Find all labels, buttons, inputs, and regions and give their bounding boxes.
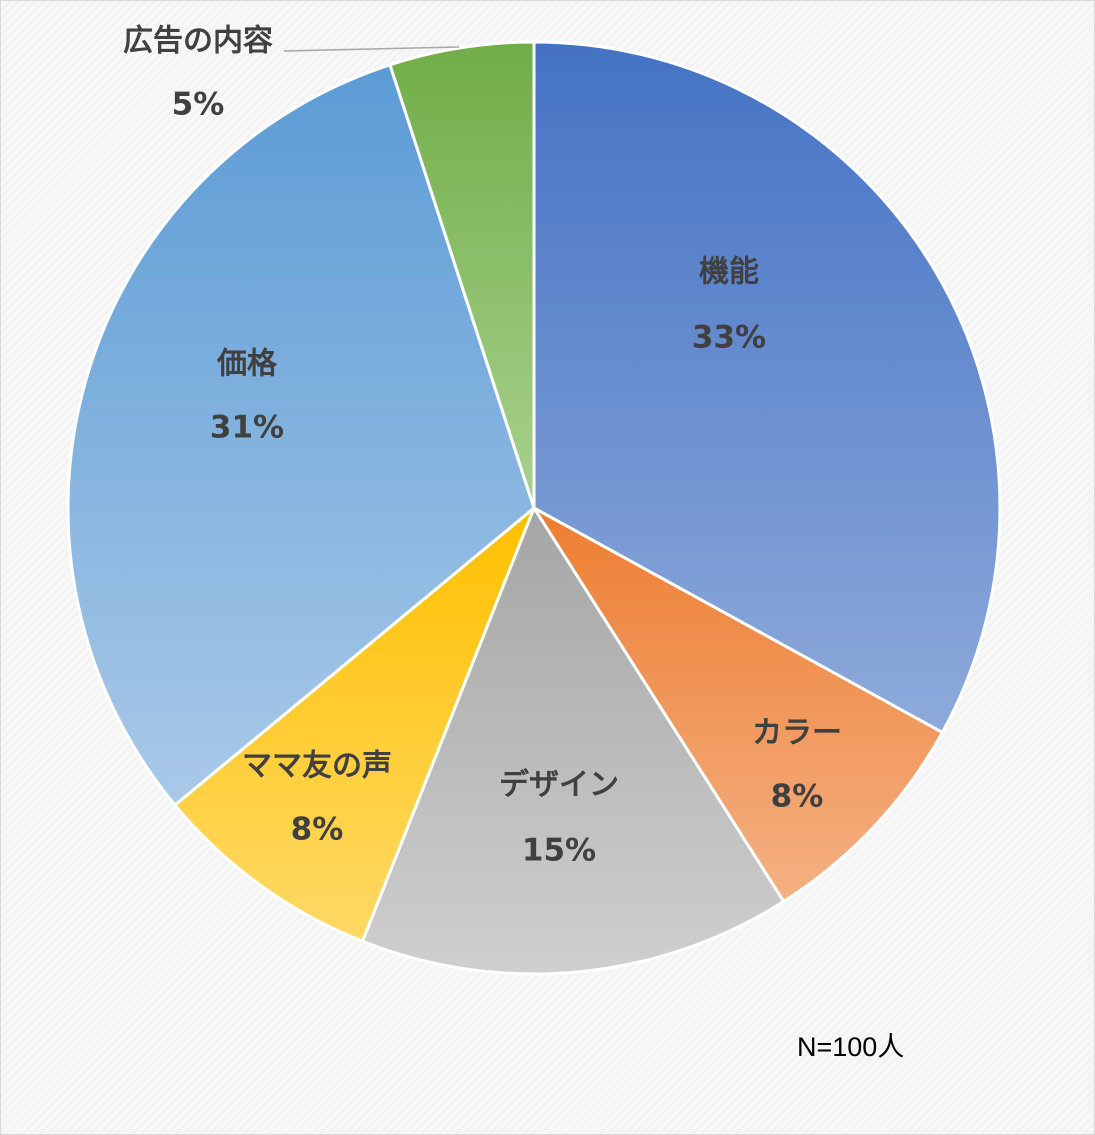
sample-size-note: N=100人: [797, 1032, 905, 1062]
slice-percent-label: 33%: [692, 320, 766, 356]
slice-category-label: 価格: [216, 347, 278, 382]
slice-category-label: 機能: [699, 255, 759, 290]
slice-category-label: 広告の内容: [123, 24, 273, 59]
slice-category-label: デザイン: [499, 768, 619, 803]
pie-slice: [532, 40, 1002, 734]
slice-percent-label: 31%: [210, 410, 284, 446]
pie-slice: [360, 506, 786, 976]
slice-category-label: カラー: [752, 716, 842, 751]
pie-slice: [66, 63, 536, 807]
pie-slice: [388, 40, 536, 510]
pie-slice: [173, 506, 536, 943]
slice-percent-label: 8%: [771, 779, 824, 815]
slice-percent-label: 15%: [522, 833, 596, 869]
slice-percent-label: 5%: [172, 87, 225, 123]
pie-slice: [532, 506, 944, 903]
slice-percent-label: 8%: [291, 812, 344, 848]
leader-line: [283, 46, 460, 52]
slice-category-label: ママ友の声: [242, 749, 392, 784]
